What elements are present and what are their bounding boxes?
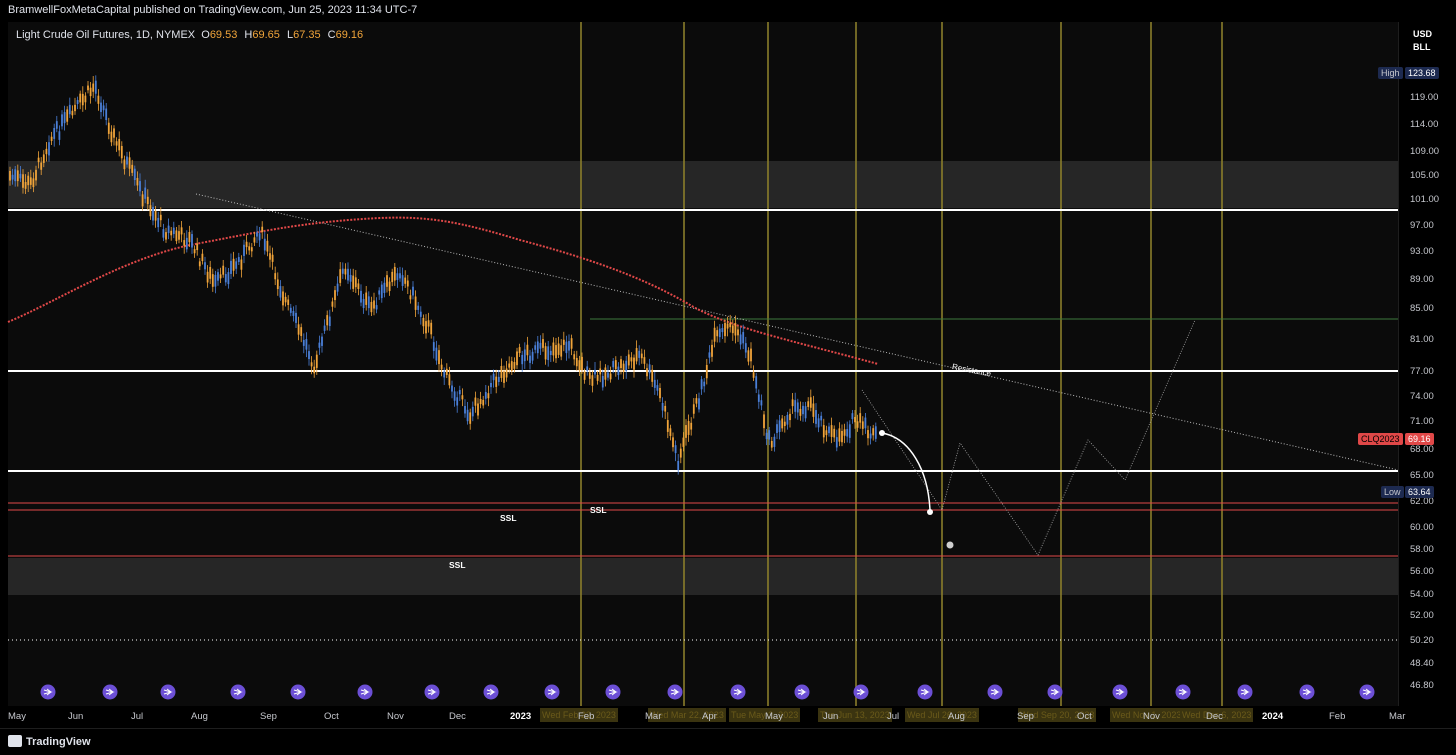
tradingview-logo-icon [8, 735, 22, 747]
currency-label: USD BLL [1413, 28, 1432, 54]
price-tick: 77.00 [1410, 366, 1434, 377]
date-highlight: Wed Mar 22, 2023 [648, 708, 726, 722]
publish-info: BramwellFoxMetaCapital published on Trad… [8, 4, 418, 16]
close-label: C [327, 29, 336, 41]
price-tick: 101.00 [1410, 194, 1440, 205]
time-tick: Nov [387, 711, 404, 722]
date-highlight: Wed Jul 26, 2023 [905, 708, 979, 722]
price-tick: 60.00 [1410, 522, 1434, 533]
price-tick: 97.00 [1410, 220, 1434, 231]
price-tick: 50.20 [1410, 635, 1434, 646]
chart-pane[interactable] [8, 22, 1398, 706]
time-tick: Mar [645, 711, 662, 722]
time-tick: Aug [191, 711, 208, 722]
date-highlight: Tue May 2, 2023 [729, 708, 801, 722]
time-tick: Sep [1017, 711, 1034, 722]
symbol-badge-label: CLQ2023 [1358, 433, 1403, 445]
time-tick: Apr [702, 711, 717, 722]
date-highlight: Wed Nov 1, 2023 [1110, 708, 1184, 722]
time-tick: 2024 [1262, 711, 1284, 722]
price-tick: 58.00 [1410, 544, 1434, 555]
price-tick: 71.00 [1410, 416, 1434, 427]
date-highlight: Wed Feb 22, 2023 [540, 708, 618, 722]
time-tick: May [765, 711, 783, 722]
price-tick: 119.00 [1410, 92, 1439, 103]
tradingview-logo[interactable]: TradingView [8, 735, 91, 748]
date-highlight: Wed Sep 20, 2023 [1018, 708, 1097, 722]
price-tick: 46.80 [1410, 680, 1434, 691]
high-badge-label: High [1378, 67, 1403, 79]
symbol-badge-value: 69.16 [1405, 433, 1434, 445]
price-tick: 114.00 [1410, 119, 1439, 130]
symbol-legend: Light Crude Oil Futures, 1D, NYMEX O69.5… [16, 29, 367, 41]
time-tick: Oct [324, 711, 339, 722]
price-tick: 65.00 [1410, 470, 1434, 481]
time-tick: Nov [1143, 711, 1160, 722]
price-tick: 52.00 [1410, 610, 1434, 621]
time-tick: Feb [1329, 711, 1346, 722]
time-tick: Dec [449, 711, 466, 722]
high-badge-value: 123.68 [1405, 67, 1439, 79]
close-value: 69.16 [335, 29, 364, 41]
time-tick: Sep [260, 711, 277, 722]
price-tick: 54.00 [1410, 589, 1434, 600]
time-tick: Jul [131, 711, 144, 722]
time-tick: Feb [578, 711, 595, 722]
unit: BLL [1413, 42, 1431, 52]
price-axis[interactable] [1398, 22, 1456, 706]
high-label: H [244, 29, 253, 41]
open-label: O [201, 29, 210, 41]
time-tick: May [8, 711, 26, 722]
price-tick: 105.00 [1410, 170, 1440, 181]
ssl-label-1: SSL [500, 513, 517, 523]
time-tick: Aug [948, 711, 965, 722]
price-tick: 85.00 [1410, 303, 1434, 314]
time-tick: Jun [823, 711, 839, 722]
time-tick: Jun [68, 711, 84, 722]
open-value: 69.53 [209, 29, 238, 41]
time-tick: Dec [1206, 711, 1223, 722]
price-tick: 81.00 [1410, 334, 1434, 345]
date-highlight: Wed Dec 6, 2023 [1180, 708, 1254, 722]
currency: USD [1413, 29, 1433, 39]
ssl-label-3: SSL [449, 560, 466, 570]
low-badge-value: 63.64 [1405, 486, 1434, 498]
time-tick: Oct [1077, 711, 1092, 722]
publish-bar: BramwellFoxMetaCapital published on Trad… [0, 0, 1456, 22]
price-tick: 74.00 [1410, 391, 1434, 402]
footer: TradingView [0, 728, 1456, 755]
price-tick: 62.00 [1410, 496, 1434, 507]
brand-name: TradingView [26, 736, 91, 748]
date-highlight: Tue Jun 13, 2023 [818, 708, 892, 722]
time-tick: Mar [1389, 711, 1406, 722]
price-tick: 56.00 [1410, 566, 1434, 577]
price-tick: 68.00 [1410, 444, 1434, 455]
high-value: 69.65 [252, 29, 280, 41]
low-label: L [286, 29, 294, 41]
time-tick: 2023 [510, 711, 532, 722]
symbol-name: Light Crude Oil Futures, 1D, NYMEX [16, 29, 196, 41]
low-badge-label: Low [1381, 486, 1404, 498]
low-value: 67.35 [293, 29, 321, 41]
price-tick: 109.00 [1410, 146, 1440, 157]
price-tick: 89.00 [1410, 274, 1434, 285]
price-tick: 93.00 [1410, 246, 1434, 257]
ssl-label-2: SSL [590, 505, 607, 515]
time-tick: Jul [887, 711, 900, 722]
price-tick: 48.40 [1410, 658, 1434, 669]
